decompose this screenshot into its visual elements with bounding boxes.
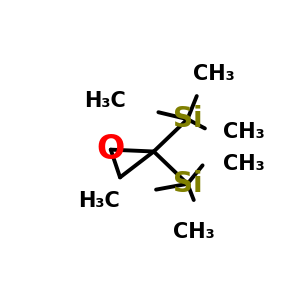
Text: H₃C: H₃C [78,191,120,211]
Text: H₃C: H₃C [84,91,126,111]
Text: CH₃: CH₃ [224,122,265,142]
Text: CH₃: CH₃ [193,64,235,84]
Text: Si: Si [173,170,202,198]
Text: O: O [97,133,125,166]
Text: Si: Si [173,105,202,133]
Text: CH₃: CH₃ [173,222,214,242]
Text: CH₃: CH₃ [224,154,265,174]
